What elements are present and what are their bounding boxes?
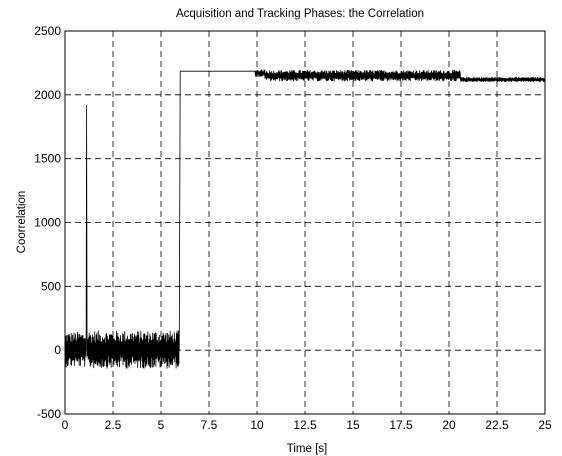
grid-lines	[65, 31, 545, 414]
y-tick-label: 1500	[34, 152, 61, 166]
x-tick-label: 22.5	[485, 418, 509, 432]
chart-title: Acquisition and Tracking Phases: the Cor…	[176, 8, 424, 20]
x-tick-label: 25	[538, 418, 552, 432]
x-tick-label: 7.5	[201, 418, 218, 432]
x-tick-label: 20	[442, 418, 456, 432]
y-tick-label: 500	[41, 279, 61, 293]
y-tick-label: 0	[54, 343, 61, 357]
x-tick-label: 5	[158, 418, 165, 432]
x-tick-label: 15	[346, 418, 360, 432]
x-tick-label: 12.5	[293, 418, 317, 432]
x-tick-label: 0	[62, 418, 69, 432]
correlation-series-line	[64, 69, 546, 369]
x-tick-label: 10	[250, 418, 264, 432]
plot-frame	[64, 30, 546, 415]
y-axis-label: Coorrelation	[16, 191, 28, 254]
x-axis-label: Time [s]	[287, 443, 327, 455]
y-tick-label: -500	[37, 407, 61, 421]
y-tick-label: 2500	[34, 24, 61, 38]
y-tick-label: 2000	[34, 88, 61, 102]
axis-ticks: 0 2.5 5 7.5 10 12.5 15 17.5 20 22.5 25-50005001000…	[34, 24, 552, 432]
x-tick-label: 17.5	[389, 418, 413, 432]
y-tick-label: 1000	[34, 216, 61, 230]
x-tick-label: 2.5	[105, 418, 122, 432]
